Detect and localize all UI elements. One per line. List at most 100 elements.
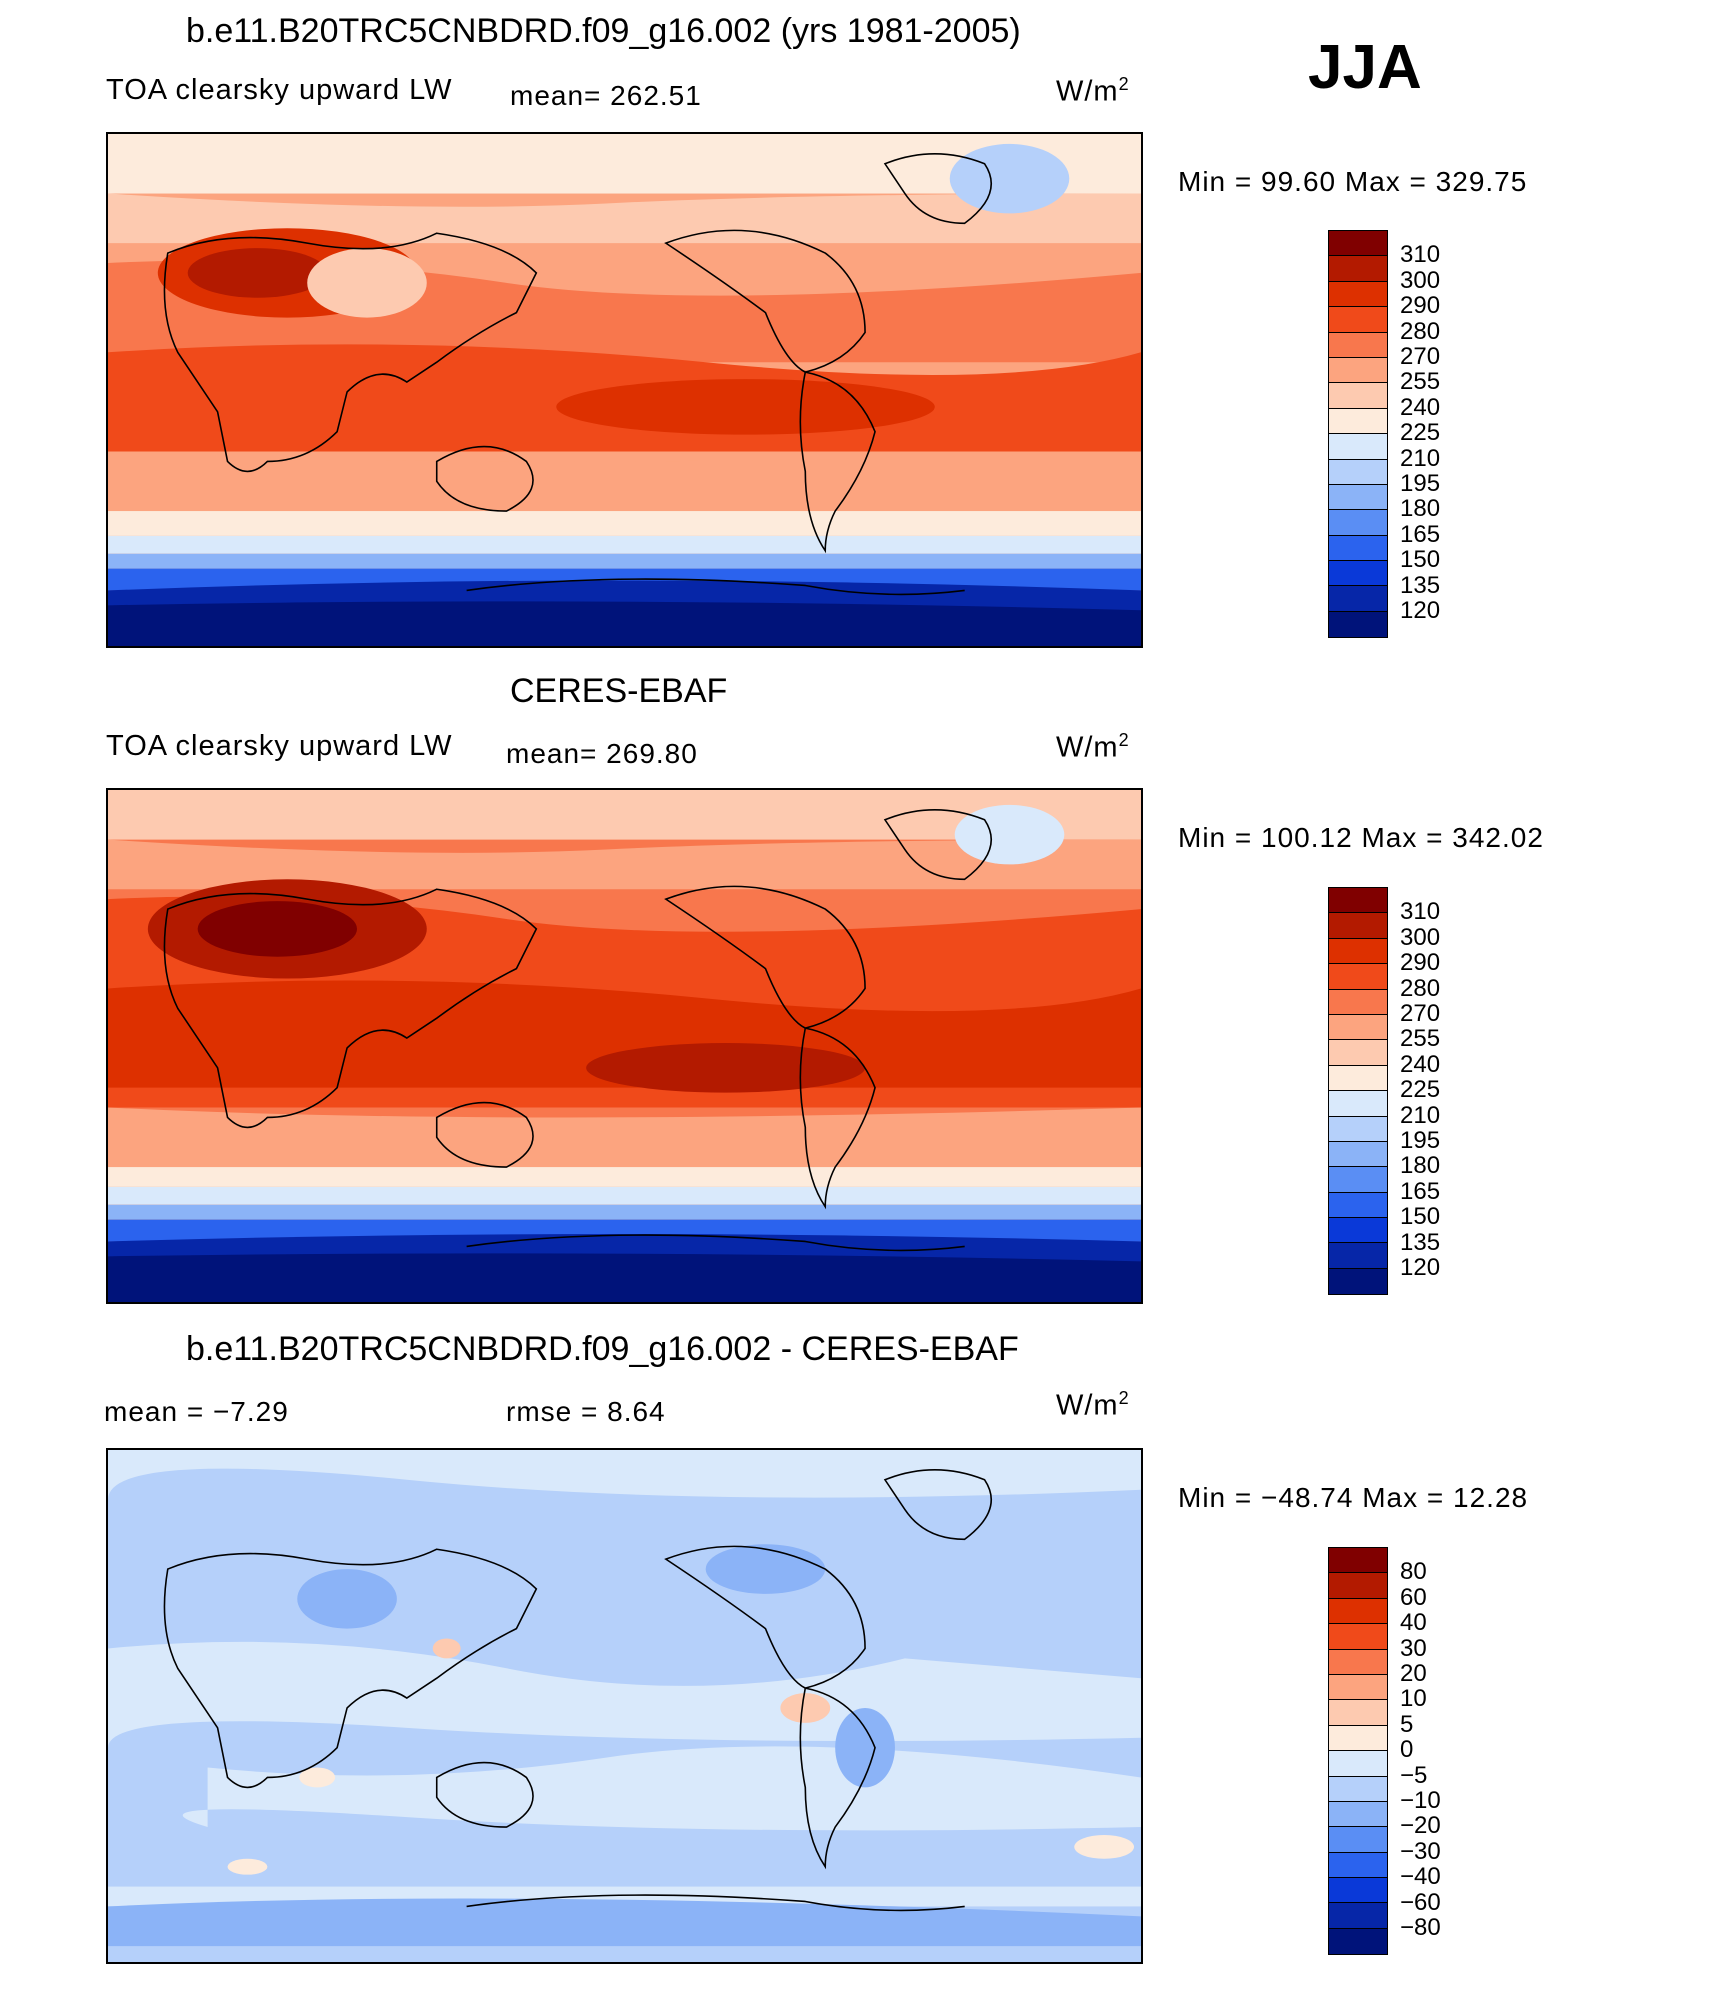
colorbar-swatch [1329, 535, 1387, 562]
colorbar-swatch [1329, 1700, 1387, 1726]
colorbar-tick-label: 280 [1400, 317, 1441, 345]
colorbar-swatch [1329, 484, 1387, 511]
colorbar-swatch [1329, 231, 1387, 257]
colorbar-tick-label: 290 [1400, 292, 1441, 320]
colorbar-tick-label: 150 [1400, 1203, 1441, 1231]
colorbar-tick-label: 255 [1400, 368, 1441, 396]
panel-2-mean: mean= 269.80 [506, 738, 698, 769]
colorbar-swatch [1329, 1548, 1387, 1574]
season-label: JJA [1308, 33, 1422, 102]
colorbar-tick-label: 180 [1400, 495, 1441, 523]
colorbar-swatch [1329, 1192, 1387, 1219]
colorbar-swatch [1329, 256, 1387, 282]
panel-3-mean: mean = −7.29 [104, 1396, 289, 1427]
colorbar-swatch [1329, 357, 1387, 384]
colorbar-tick-label: 80 [1400, 1558, 1427, 1586]
colorbar-swatch [1329, 383, 1387, 409]
colorbar-swatch [1329, 1243, 1387, 1269]
panel-3-rmse: rmse = 8.64 [506, 1396, 666, 1427]
panel-2-title: CERES-EBAF [510, 672, 728, 710]
colorbar-tick-label: 255 [1400, 1025, 1441, 1053]
colorbar-tick-label: 30 [1400, 1634, 1427, 1662]
colorbar-swatch [1329, 1040, 1387, 1066]
colorbar-swatch [1329, 938, 1387, 965]
colorbar-swatch [1329, 1776, 1387, 1802]
colorbar-swatch [1329, 1624, 1387, 1650]
colorbar-tick-label: 60 [1400, 1583, 1427, 1611]
panel-1-mean: mean= 262.51 [510, 80, 702, 111]
colorbar-swatch [1329, 989, 1387, 1015]
colorbar-tick-label: −80 [1400, 1914, 1441, 1941]
panel-1-colorbar [1328, 230, 1388, 639]
panel-3-title: b.e11.B20TRC5CNBDRD.f09_g16.002 - CERES-… [186, 1330, 1019, 1368]
colorbar-swatch [1329, 1065, 1387, 1092]
colorbar-tick-label: −5 [1400, 1761, 1428, 1789]
colorbar-swatch [1329, 1852, 1387, 1879]
panel-2-variable: TOA clearsky upward LW [106, 730, 453, 762]
colorbar-tick-label: 165 [1400, 1177, 1441, 1205]
colorbar-swatch [1329, 1598, 1387, 1625]
panel-1-variable: TOA clearsky upward LW [106, 74, 453, 106]
colorbar-swatch [1329, 1649, 1387, 1675]
colorbar-tick-label: 150 [1400, 546, 1441, 574]
colorbar-swatch [1329, 964, 1387, 990]
colorbar-tick-label: 0 [1400, 1736, 1414, 1764]
colorbar-swatch [1329, 1674, 1387, 1701]
colorbar-tick-label: 240 [1400, 393, 1441, 421]
colorbar-swatch [1329, 1141, 1387, 1168]
colorbar-tick-label: 310 [1400, 241, 1441, 269]
colorbar-tick-label: −60 [1400, 1888, 1441, 1916]
colorbar-swatch [1329, 1928, 1387, 1955]
colorbar-tick-label: 10 [1400, 1685, 1427, 1713]
colorbar-swatch [1329, 1268, 1387, 1295]
colorbar-tick-label: 195 [1400, 1127, 1441, 1154]
colorbar-tick-label: 165 [1400, 520, 1441, 548]
colorbar-swatch [1329, 1573, 1387, 1599]
colorbar-tick-label: 300 [1400, 266, 1441, 294]
panel-2-colorbar [1328, 887, 1388, 1296]
colorbar-tick-label: 310 [1400, 898, 1441, 926]
panel-2-minmax: Min = 100.12 Max = 342.02 [1178, 822, 1544, 853]
colorbar-tick-label: 270 [1400, 343, 1441, 370]
panel-1-minmax: Min = 99.60 Max = 329.75 [1178, 166, 1528, 197]
colorbar-swatch [1329, 1218, 1387, 1244]
colorbar-tick-label: −10 [1400, 1787, 1441, 1814]
colorbar-swatch [1329, 1751, 1387, 1777]
colorbar-swatch [1329, 586, 1387, 612]
colorbar-tick-label: −40 [1400, 1863, 1441, 1891]
colorbar-tick-label: 20 [1400, 1660, 1427, 1687]
colorbar-tick-label: 210 [1400, 1101, 1441, 1129]
colorbar-tick-label: 280 [1400, 974, 1441, 1002]
colorbar-swatch [1329, 611, 1387, 638]
colorbar-swatch [1329, 1091, 1387, 1117]
colorbar-tick-label: 290 [1400, 949, 1441, 977]
colorbar-tick-label: 180 [1400, 1152, 1441, 1180]
colorbar-swatch [1329, 434, 1387, 460]
colorbar-tick-label: 40 [1400, 1609, 1427, 1637]
colorbar-tick-label: 240 [1400, 1050, 1441, 1078]
colorbar-swatch [1329, 888, 1387, 914]
colorbar-tick-label: 210 [1400, 444, 1441, 472]
colorbar-tick-label: 120 [1400, 1254, 1441, 1281]
colorbar-tick-label: 135 [1400, 1228, 1441, 1256]
colorbar-swatch [1329, 1903, 1387, 1929]
colorbar-tick-label: 225 [1400, 1076, 1441, 1104]
colorbar-tick-label: 195 [1400, 470, 1441, 497]
panel-3-colorbar [1328, 1547, 1388, 1956]
panel-3-units: W/m2 [1056, 1388, 1130, 1422]
panel-1-title: b.e11.B20TRC5CNBDRD.f09_g16.002 (yrs 198… [186, 12, 1021, 50]
colorbar-swatch [1329, 459, 1387, 485]
colorbar-tick-label: 300 [1400, 923, 1441, 951]
colorbar-swatch [1329, 307, 1387, 333]
colorbar-tick-label: −30 [1400, 1837, 1441, 1865]
colorbar-swatch [1329, 1116, 1387, 1142]
colorbar-tick-label: −20 [1400, 1812, 1441, 1840]
panel-2-map [106, 788, 1143, 1304]
panel-1-map [106, 132, 1143, 648]
colorbar-swatch [1329, 1167, 1387, 1193]
colorbar-swatch [1329, 561, 1387, 587]
colorbar-tick-label: 270 [1400, 1000, 1441, 1027]
colorbar-tick-label: 5 [1400, 1710, 1414, 1738]
panel-3-minmax: Min = −48.74 Max = 12.28 [1178, 1482, 1529, 1513]
colorbar-tick-label: 225 [1400, 419, 1441, 447]
